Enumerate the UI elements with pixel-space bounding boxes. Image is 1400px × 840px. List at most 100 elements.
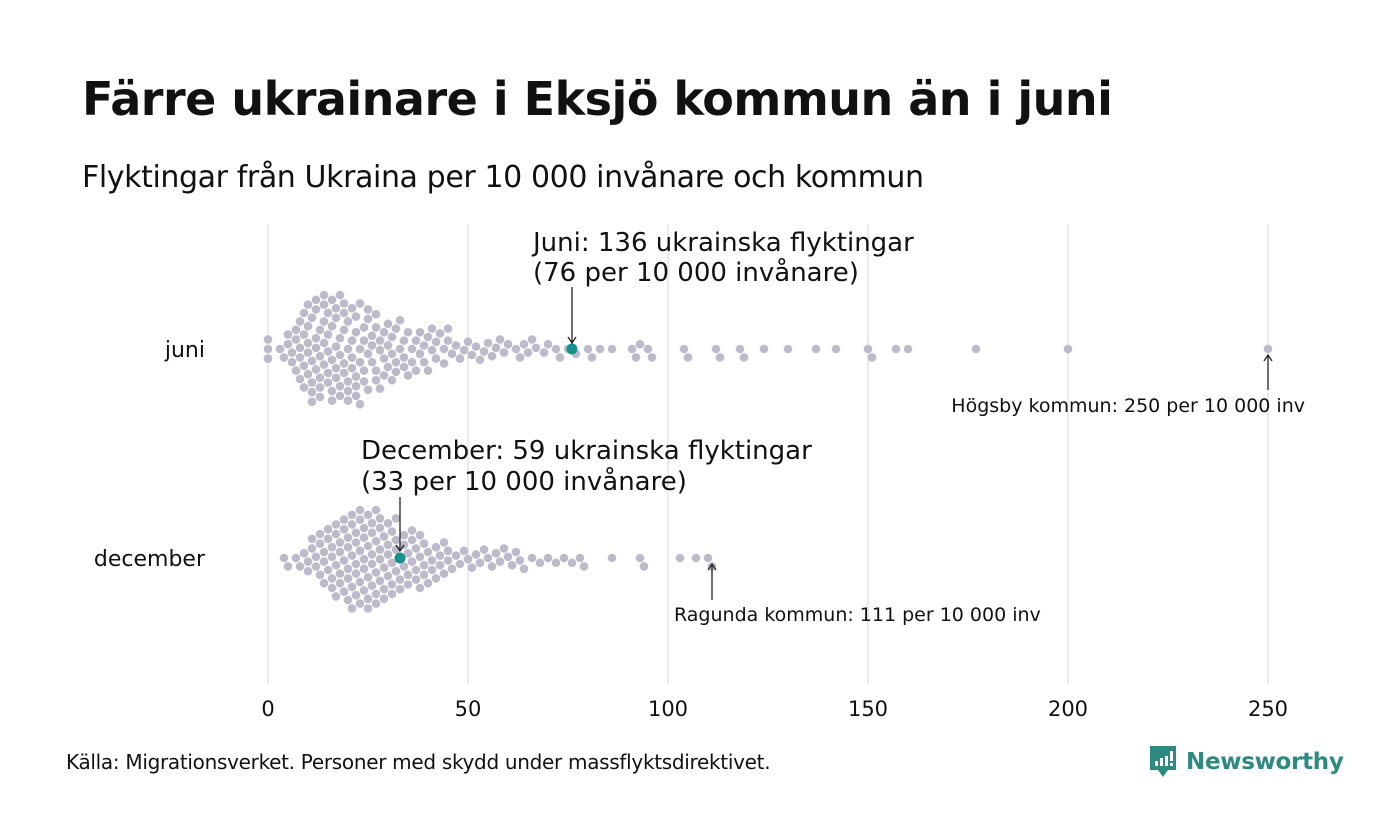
data-point bbox=[327, 355, 337, 365]
data-point bbox=[355, 299, 365, 308]
data-point bbox=[471, 342, 481, 351]
data-point bbox=[447, 564, 457, 574]
data-point bbox=[411, 575, 421, 584]
data-point bbox=[295, 353, 305, 362]
data-point bbox=[315, 539, 325, 548]
data-point bbox=[307, 313, 317, 323]
data-point bbox=[299, 361, 309, 371]
data-point bbox=[631, 353, 641, 362]
data-point bbox=[483, 338, 493, 348]
data-point bbox=[299, 308, 309, 318]
data-point bbox=[463, 554, 473, 564]
data-point bbox=[295, 317, 305, 326]
arrowhead bbox=[567, 336, 577, 345]
data-point bbox=[471, 550, 481, 559]
data-point bbox=[387, 332, 397, 342]
data-point bbox=[475, 355, 485, 365]
data-point bbox=[503, 339, 513, 349]
data-point bbox=[375, 554, 385, 564]
data-point bbox=[391, 324, 401, 333]
data-point bbox=[431, 354, 441, 363]
data-point bbox=[343, 377, 353, 386]
data-point bbox=[367, 518, 377, 528]
data-point bbox=[339, 368, 349, 378]
data-point bbox=[367, 341, 377, 350]
data-point bbox=[587, 353, 597, 362]
data-point bbox=[279, 353, 289, 362]
chart-title: Färre ukrainare i Eksjö kommun än i juni bbox=[82, 72, 1113, 126]
data-point bbox=[759, 344, 769, 354]
data-point bbox=[363, 349, 373, 359]
data-point bbox=[371, 589, 381, 599]
category-labels: juni december bbox=[94, 338, 206, 572]
data-point bbox=[355, 344, 365, 354]
data-point bbox=[1263, 344, 1273, 354]
data-point bbox=[351, 391, 361, 401]
data-point bbox=[423, 332, 433, 342]
data-point bbox=[411, 336, 421, 345]
data-point bbox=[379, 563, 389, 572]
annotation-juni-line2: (76 per 10 000 invånare) bbox=[533, 257, 859, 288]
data-point bbox=[371, 309, 381, 319]
data-point bbox=[339, 587, 349, 596]
highlight-point bbox=[394, 552, 406, 564]
data-point bbox=[507, 560, 517, 570]
data-point bbox=[311, 333, 321, 343]
data-point bbox=[295, 562, 305, 571]
data-point bbox=[379, 371, 389, 380]
data-point bbox=[487, 351, 497, 361]
data-point bbox=[371, 375, 381, 385]
data-point bbox=[903, 344, 913, 354]
data-point bbox=[399, 540, 409, 550]
data-point bbox=[379, 584, 389, 594]
data-point bbox=[359, 523, 369, 533]
data-point bbox=[519, 339, 529, 349]
data-point bbox=[527, 553, 537, 563]
data-point bbox=[335, 290, 345, 300]
data-point bbox=[323, 308, 333, 318]
data-point bbox=[379, 354, 389, 363]
data-point bbox=[459, 345, 469, 355]
data-point bbox=[375, 545, 385, 554]
data-point bbox=[355, 399, 365, 409]
data-point bbox=[427, 565, 437, 575]
arrowhead bbox=[707, 562, 717, 571]
data-point bbox=[439, 359, 449, 368]
data-point bbox=[527, 335, 537, 344]
data-point bbox=[499, 348, 509, 357]
data-point bbox=[403, 327, 413, 337]
data-point bbox=[331, 560, 341, 570]
data-point bbox=[351, 538, 361, 547]
data-point bbox=[495, 335, 505, 344]
data-point bbox=[463, 337, 473, 347]
data-point bbox=[315, 351, 325, 361]
data-point bbox=[331, 313, 341, 323]
data-point bbox=[307, 534, 317, 544]
data-point bbox=[831, 344, 841, 354]
data-point bbox=[287, 348, 297, 357]
data-point bbox=[383, 540, 393, 550]
data-point bbox=[387, 375, 397, 385]
data-point bbox=[315, 570, 325, 580]
data-point bbox=[319, 557, 329, 566]
data-point bbox=[291, 325, 301, 335]
x-tick-label: 150 bbox=[848, 697, 888, 721]
data-point bbox=[351, 569, 361, 578]
data-point bbox=[403, 580, 413, 589]
annotation-december-line2: (33 per 10 000 invånare) bbox=[361, 466, 687, 497]
data-point bbox=[367, 331, 377, 341]
data-point bbox=[303, 321, 313, 331]
data-point bbox=[551, 344, 561, 354]
data-point bbox=[363, 604, 373, 613]
data-point bbox=[407, 526, 417, 535]
data-point bbox=[331, 592, 341, 601]
data-point bbox=[407, 357, 417, 367]
data-point bbox=[387, 349, 397, 359]
data-point bbox=[715, 353, 725, 362]
data-point bbox=[351, 559, 361, 569]
x-axis-ticks: 0 50 100 150 200 250 bbox=[261, 697, 1288, 721]
data-point bbox=[383, 550, 393, 559]
data-point bbox=[543, 339, 553, 349]
data-point bbox=[467, 350, 477, 360]
data-point bbox=[359, 323, 369, 332]
